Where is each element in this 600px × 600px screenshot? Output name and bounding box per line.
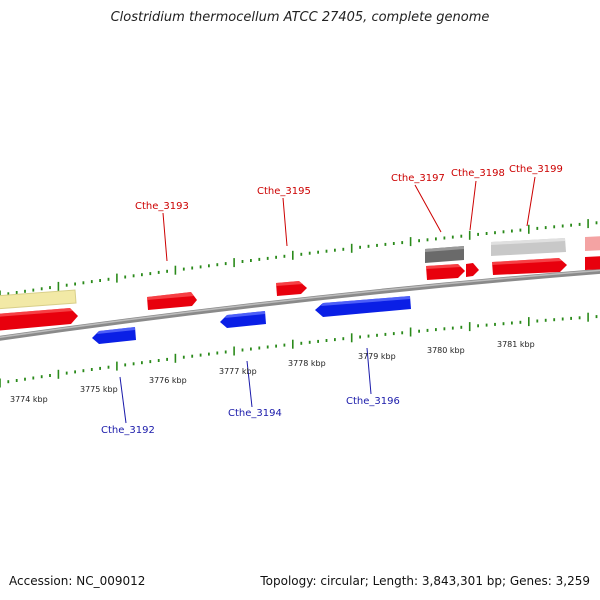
map-title: Clostridium thermocellum ATCC 27405, com… <box>110 10 490 25</box>
gene-highlight <box>425 246 464 252</box>
gene-forward-edge[interactable] <box>585 256 600 270</box>
gene-cthe-3196[interactable] <box>315 296 411 317</box>
kbp-label: 3775 kbp <box>80 385 118 394</box>
gene-label-cthe-3194: Cthe_3194 <box>228 408 282 419</box>
backbone-highlight <box>0 269 600 339</box>
gene-label-cthe-3198: Cthe_3198 <box>451 168 505 179</box>
gene-highlight <box>491 238 565 245</box>
gene-highlight <box>147 292 194 300</box>
label-leader <box>469 180 477 231</box>
outer-tick-ring <box>0 219 598 300</box>
label-leader <box>414 184 442 233</box>
gene-highlight <box>225 311 265 318</box>
gene-highlight <box>276 281 303 286</box>
gene-pink[interactable] <box>585 236 600 251</box>
gene-highlight <box>426 264 461 269</box>
inner-tick-ring <box>0 312 598 388</box>
gene-highlight <box>97 327 135 334</box>
label-leader <box>366 347 372 395</box>
kbp-label: 3777 kbp <box>219 367 257 376</box>
gene-forward-shade <box>0 308 73 317</box>
kbp-label: 3776 kbp <box>149 376 187 385</box>
gene-yellow[interactable] <box>0 289 77 310</box>
topology-summary: Topology: circular; Length: 3,843,301 bp… <box>260 574 590 588</box>
reverse-gene-labels: Cthe_3192 Cthe_3194 Cthe_3196 <box>101 347 400 436</box>
forward-gene-labels: Cthe_3193 Cthe_3195 Cthe_3197 Cthe_3198 … <box>135 164 563 262</box>
gene-highlight <box>321 296 410 306</box>
gene-label-cthe-3196: Cthe_3196 <box>346 396 400 407</box>
gene-label-cthe-3193: Cthe_3193 <box>135 201 189 212</box>
gene-label-cthe-3199: Cthe_3199 <box>509 164 563 175</box>
accession-text: Accession: NC_009012 <box>9 574 146 588</box>
gene-label-cthe-3195: Cthe_3195 <box>257 186 311 197</box>
label-leader <box>246 360 253 408</box>
label-leader <box>282 197 288 247</box>
gene-highlight <box>492 258 562 265</box>
kbp-scale-labels: 3774 kbp 3775 kbp 3776 kbp 3777 kbp 3778… <box>10 340 535 404</box>
genome-backbone <box>0 268 600 341</box>
kbp-label: 3781 kbp <box>497 340 535 349</box>
kbp-label: 3780 kbp <box>427 346 465 355</box>
label-leader <box>526 176 536 227</box>
kbp-label: 3779 kbp <box>358 352 396 361</box>
gene-cthe-3198[interactable] <box>466 263 479 277</box>
kbp-label: 3774 kbp <box>10 395 48 404</box>
gene-label-cthe-3197: Cthe_3197 <box>391 173 445 184</box>
gene-features <box>0 236 600 344</box>
gene-label-cthe-3192: Cthe_3192 <box>101 425 155 436</box>
label-leader <box>162 212 168 262</box>
label-leader <box>119 376 127 424</box>
kbp-label: 3778 kbp <box>288 359 326 368</box>
